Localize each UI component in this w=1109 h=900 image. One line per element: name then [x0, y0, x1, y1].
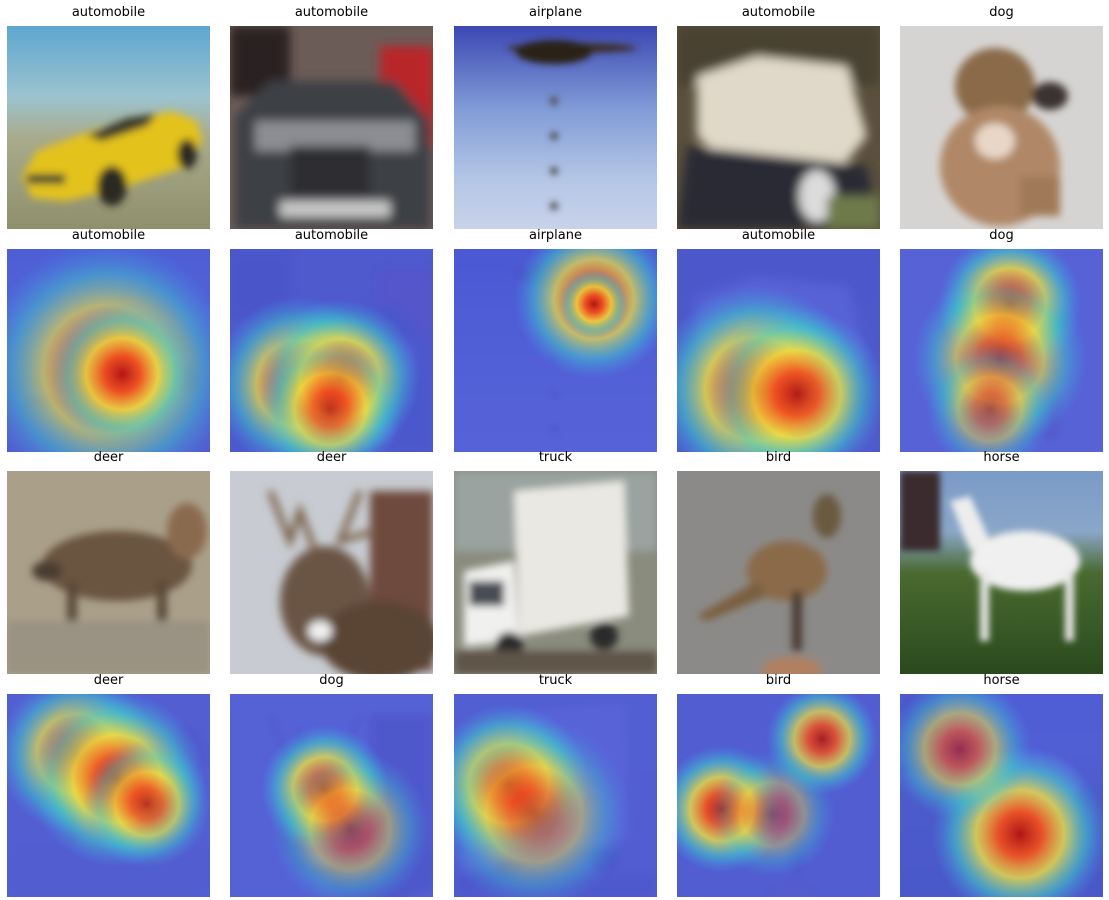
attention-heatmap: [677, 694, 880, 897]
attention-heatmap: [900, 694, 1103, 897]
cell-title: dog: [900, 3, 1103, 23]
cell-title: deer: [230, 448, 433, 468]
attention-heatmap: [7, 694, 210, 897]
cell-title: bird: [677, 671, 880, 691]
thumbnail-image: [7, 471, 210, 674]
attention-heatmap: [900, 249, 1103, 452]
cell-title: horse: [900, 671, 1103, 691]
thumbnail-image: [454, 471, 657, 674]
thumbnail-image: [900, 26, 1103, 229]
thumbnail-image: [900, 471, 1103, 674]
thumbnail-image: [230, 26, 433, 229]
cell-title: bird: [677, 448, 880, 468]
cell-title: airplane: [454, 226, 657, 246]
attention-heatmap: [677, 249, 880, 452]
thumbnail-image: [230, 471, 433, 674]
thumbnail-image: [677, 471, 880, 674]
cell-title: automobile: [677, 3, 880, 23]
cell-title: dog: [230, 671, 433, 691]
attention-heatmap: [454, 249, 657, 452]
thumbnail-image: [7, 26, 210, 229]
cell-title: automobile: [677, 226, 880, 246]
cell-title: deer: [7, 671, 210, 691]
cell-title: automobile: [230, 3, 433, 23]
cell-title: truck: [454, 448, 657, 468]
cell-title: dog: [900, 226, 1103, 246]
thumbnail-image: [677, 26, 880, 229]
attention-heatmap: [7, 249, 210, 452]
thumbnail-image: [454, 26, 657, 229]
cell-title: automobile: [230, 226, 433, 246]
cell-title: truck: [454, 671, 657, 691]
cell-title: airplane: [454, 3, 657, 23]
attention-heatmap: [230, 694, 433, 897]
attention-heatmap: [454, 694, 657, 897]
cell-title: automobile: [7, 3, 210, 23]
cell-title: horse: [900, 448, 1103, 468]
cell-title: deer: [7, 448, 210, 468]
attention-heatmap: [230, 249, 433, 452]
cell-title: automobile: [7, 226, 210, 246]
